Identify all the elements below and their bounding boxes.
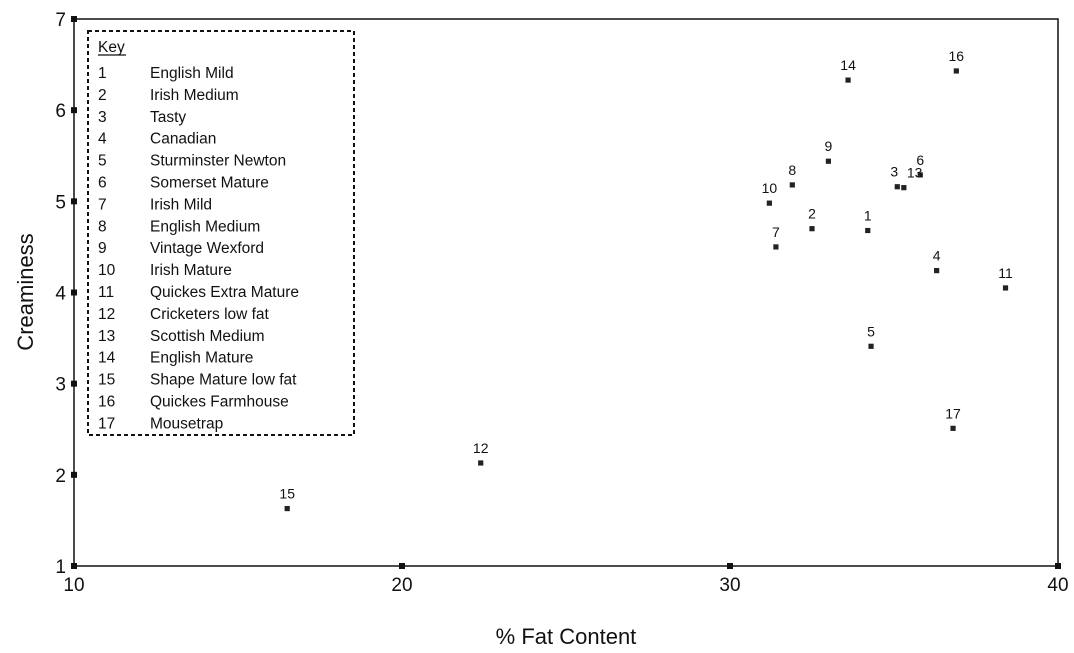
- x-tick-label: 10: [63, 575, 84, 596]
- data-point: [478, 460, 484, 466]
- y-tick-mark: [71, 16, 77, 22]
- data-point: [901, 185, 907, 191]
- legend-key: Key 1 English Mild 2 Irish Medium 3 Tasty 4 Can…: [87, 30, 355, 436]
- legend-entry-number: 14: [98, 350, 116, 367]
- legend-entry-name: Shape Mature low fat: [150, 372, 297, 389]
- legend-entry-number: 10: [98, 262, 116, 279]
- legend-entry-name: Mousetrap: [150, 415, 223, 432]
- y-axis-title: Creaminess: [13, 233, 38, 350]
- legend-entry-number: 3: [98, 109, 107, 126]
- y-tick-label: 4: [55, 284, 66, 305]
- y-tick-mark: [71, 198, 77, 205]
- data-point-label: 8: [788, 162, 796, 178]
- y-tick-label: 7: [55, 10, 66, 31]
- data-point-label: 15: [279, 486, 295, 502]
- x-tick-mark: [727, 563, 733, 569]
- legend-entry-name: English Mild: [150, 65, 234, 82]
- x-axis-title: % Fat Content: [496, 624, 637, 649]
- data-point: [766, 200, 772, 206]
- legend-entry-number: 17: [98, 415, 115, 432]
- data-point: [917, 172, 923, 178]
- data-point-label: 6: [916, 152, 924, 168]
- data-point: [1002, 285, 1009, 291]
- legend-entry-number: 2: [98, 87, 107, 104]
- data-point: [284, 505, 290, 512]
- y-tick-label: 2: [55, 466, 66, 487]
- y-tick-label: 3: [55, 375, 66, 396]
- data-point-label: 9: [825, 138, 833, 154]
- data-point-label: 7: [772, 224, 780, 240]
- legend-entry-name: Cricketers low fat: [150, 306, 270, 323]
- data-point-label: 2: [808, 206, 816, 222]
- data-point: [934, 268, 940, 274]
- legend-entry-number: 5: [98, 153, 107, 170]
- legend-entry-name: English Mature: [150, 350, 253, 367]
- data-point: [868, 343, 874, 349]
- legend-entry-number: 13: [98, 328, 115, 345]
- legend-entry-name: Sturminster Newton: [150, 153, 286, 170]
- legend-entry-number: 4: [98, 131, 107, 148]
- legend-entry-name: Irish Mild: [150, 196, 212, 213]
- legend-entry-name: Canadian: [150, 131, 216, 148]
- y-tick-mark: [71, 471, 77, 478]
- legend-entry-number: 8: [98, 218, 107, 235]
- legend-entry-name: Vintage Wexford: [150, 240, 264, 257]
- data-point: [865, 227, 871, 234]
- data-point: [773, 244, 779, 250]
- data-point-label: 16: [949, 48, 965, 64]
- x-tick-label: 40: [1047, 575, 1068, 596]
- x-tick-mark: [1055, 563, 1061, 569]
- legend-entry-name: English Medium: [150, 218, 260, 235]
- data-point-label: 5: [867, 323, 875, 339]
- data-point-label: 3: [890, 164, 898, 180]
- y-tick-mark: [71, 289, 77, 296]
- legend-entry-number: 1: [98, 65, 107, 82]
- data-point-label: 14: [840, 57, 856, 73]
- data-point: [894, 184, 900, 190]
- legend-entry-name: Quickes Farmhouse: [150, 394, 289, 411]
- legend-entry-number: 16: [98, 394, 115, 411]
- data-point: [789, 182, 795, 188]
- legend-entry-number: 7: [98, 196, 107, 213]
- legend-entry-number: 15: [98, 372, 115, 389]
- x-tick-label: 20: [391, 575, 412, 596]
- legend-entry-name: Somerset Mature: [150, 175, 269, 192]
- data-point-label: 11: [998, 265, 1013, 281]
- legend-entry-number: 11: [98, 284, 114, 301]
- data-point: [845, 77, 851, 83]
- x-tick-mark: [71, 563, 77, 569]
- legend-box: [87, 30, 355, 436]
- legend-entry-name: Irish Medium: [150, 87, 239, 104]
- data-point: [950, 425, 956, 431]
- legend-entry-name: Scottish Medium: [150, 328, 265, 345]
- data-point-label: 12: [473, 440, 489, 456]
- data-point-label: 10: [762, 180, 778, 196]
- y-tick-mark: [71, 380, 77, 387]
- y-tick-label: 1: [55, 557, 66, 578]
- data-point: [953, 68, 959, 74]
- data-point-label: 4: [933, 248, 941, 264]
- data-point: [825, 158, 831, 164]
- y-tick-label: 5: [55, 192, 66, 213]
- x-tick-mark: [399, 563, 405, 569]
- legend-entry-number: 12: [98, 306, 115, 323]
- x-tick-label: 30: [719, 575, 740, 596]
- legend-entry-number: 9: [98, 240, 107, 257]
- legend-entry-name: Tasty: [150, 109, 186, 126]
- data-point-label: 1: [864, 208, 872, 224]
- legend-title: Key: [98, 39, 125, 56]
- data-point: [809, 226, 815, 232]
- legend-entry-number: 6: [98, 175, 107, 192]
- legend-entry-name: Quickes Extra Mature: [150, 284, 299, 301]
- y-tick-mark: [71, 107, 77, 114]
- data-point-label: 17: [945, 405, 961, 421]
- legend-entries: 1 English Mild 2 Irish Medium 3 Tasty 4 Canadia…: [98, 65, 299, 432]
- legend-entry-name: Irish Mature: [150, 262, 232, 279]
- data-point-label: 13: [907, 165, 923, 181]
- y-tick-label: 6: [55, 101, 66, 122]
